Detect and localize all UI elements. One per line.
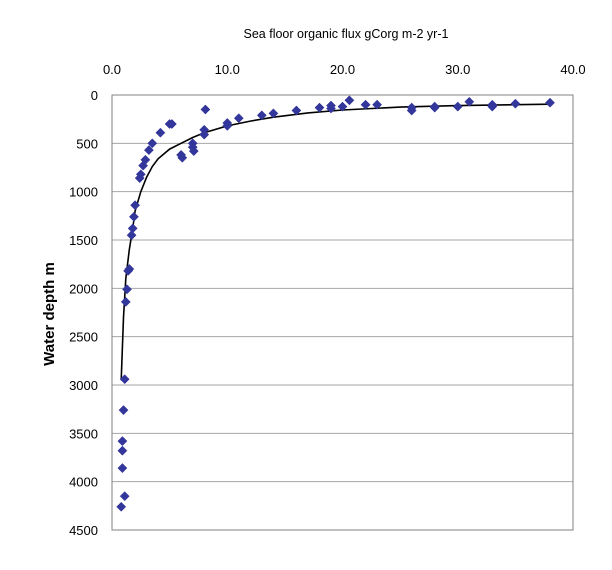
data-points — [116, 95, 555, 512]
data-point — [452, 101, 463, 112]
data-point — [147, 138, 158, 149]
data-point — [344, 95, 355, 106]
plot-area-border — [111, 94, 574, 531]
data-point — [126, 230, 137, 241]
data-point — [233, 113, 244, 124]
data-point — [222, 120, 233, 131]
data-point — [122, 284, 132, 295]
data-point — [291, 105, 302, 116]
data-point — [130, 200, 141, 211]
data-point — [119, 374, 130, 385]
y-tick-label: 0 — [91, 88, 98, 103]
y-tick-label: 4000 — [69, 475, 98, 490]
data-point — [118, 405, 129, 416]
data-point — [117, 445, 128, 456]
y-tick-label: 1500 — [69, 233, 98, 248]
data-point — [487, 101, 498, 112]
data-point — [510, 98, 521, 109]
data-point — [200, 104, 211, 115]
data-point — [429, 101, 440, 112]
data-point — [135, 169, 146, 180]
y-tick-label: 4500 — [69, 523, 98, 538]
data-point — [188, 146, 199, 157]
data-point — [406, 102, 417, 113]
data-point — [117, 436, 128, 447]
data-point — [120, 296, 131, 307]
data-point — [545, 97, 555, 108]
y-tick-label: 500 — [76, 136, 98, 151]
data-point — [337, 101, 348, 112]
data-point — [128, 211, 139, 222]
data-point — [116, 501, 127, 512]
data-point — [140, 154, 151, 165]
data-point — [166, 119, 177, 129]
y-axis-tick-labels: 0 500 1000 1500 2000 2500 3000 3500 4000 4500 — [69, 88, 98, 538]
data-point — [199, 129, 210, 140]
data-point — [155, 127, 166, 138]
x-axis-title: Sea floor organic flux gCorg m-2 yr-1 — [244, 27, 449, 41]
x-tick-label: 30.0 — [445, 62, 470, 77]
y-tick-label: 1000 — [69, 185, 98, 200]
data-point — [360, 99, 371, 110]
data-point — [127, 223, 138, 234]
data-point — [314, 102, 325, 113]
y-axis-title: Water depth m — [41, 262, 58, 366]
y-tick-label: 2500 — [69, 330, 98, 345]
y-tick-label: 3500 — [69, 426, 98, 441]
x-tick-label: 0.0 — [103, 62, 121, 77]
data-point — [124, 264, 135, 274]
data-point — [256, 110, 267, 121]
data-point — [326, 100, 336, 111]
data-point — [143, 145, 154, 156]
y-tick-label: 2000 — [69, 281, 98, 296]
data-point — [372, 99, 383, 110]
y-tick-label: 3000 — [69, 378, 98, 393]
data-point — [464, 96, 475, 107]
x-axis-tick-labels: 0.0 10.0 20.0 30.0 40.0 — [103, 62, 586, 77]
data-point — [177, 152, 188, 163]
x-tick-label: 20.0 — [330, 62, 355, 77]
data-point — [117, 463, 128, 474]
data-point — [119, 491, 130, 502]
x-tick-label: 10.0 — [215, 62, 240, 77]
data-point — [268, 108, 279, 119]
x-tick-label: 40.0 — [560, 62, 585, 77]
